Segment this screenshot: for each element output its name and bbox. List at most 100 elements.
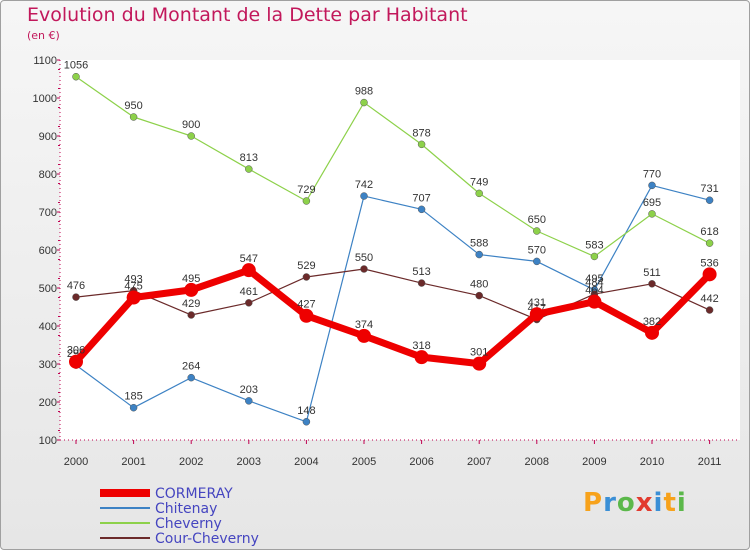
cheverny-data-label: 695 [643, 197, 661, 209]
cour-cheverny-point [187, 311, 195, 319]
cheverny-point [360, 98, 368, 107]
y-tick-label: 300 [39, 359, 57, 371]
cormeray-point [587, 294, 602, 309]
chitenay-point [245, 397, 253, 405]
y-tick-label: 900 [39, 131, 57, 143]
cheverny-data-label: 729 [297, 184, 315, 196]
cormeray-point [529, 307, 544, 322]
cour-cheverny-data-label: 511 [643, 267, 661, 279]
y-tick-label: 800 [39, 169, 57, 181]
cormeray-point [472, 356, 487, 371]
chitenay-data-label: 570 [528, 244, 546, 256]
cheverny-data-label: 583 [585, 239, 603, 251]
logo-letter: r [603, 488, 617, 518]
cheverny-point [72, 72, 80, 81]
proxiti-logo: Proxiti [583, 488, 687, 518]
y-tick-label: 200 [39, 397, 57, 409]
cheverny-data-label: 900 [182, 119, 200, 131]
cormeray-point [357, 328, 371, 343]
cheverny-point [475, 189, 483, 198]
cheverny-point [302, 197, 311, 205]
chitenay-point [302, 418, 311, 426]
legend-label-cormeray: CORMERAY [155, 486, 233, 502]
logo-letter: P [583, 488, 604, 518]
chitenay-data-label: 185 [124, 391, 142, 403]
cormeray-point [414, 350, 429, 365]
cormeray-data-label: 318 [412, 340, 430, 352]
chitenay-point [705, 196, 714, 204]
cheverny-point [129, 113, 138, 121]
y-tick-label: 1000 [33, 93, 57, 105]
y-tick-label: 600 [39, 245, 57, 257]
chitenay-point [187, 373, 195, 382]
chitenay-data-label: 495 [585, 273, 603, 285]
cheverny-data-label: 650 [528, 214, 546, 226]
legend-label-cour-cheverny: Cour-Cheverny [155, 531, 259, 547]
cormeray-data-label: 475 [124, 281, 142, 293]
logo-letter: o [616, 488, 636, 518]
cheverny-data-label: 618 [700, 226, 718, 238]
cour-cheverny-point [302, 273, 311, 281]
cour-cheverny-data-label: 476 [67, 280, 85, 292]
cormeray-data-label: 301 [470, 347, 488, 359]
cour-cheverny-data-label: 429 [182, 298, 200, 310]
x-tick-label: 2010 [640, 456, 664, 468]
cheverny-point [533, 227, 541, 235]
x-tick-label: 2011 [698, 456, 722, 468]
y-tick-label: 400 [39, 321, 57, 333]
cheverny-line [75, 76, 710, 258]
x-tick-label: 2002 [179, 456, 203, 468]
cour-cheverny-line [75, 268, 710, 321]
x-tick-label: 2006 [409, 456, 433, 468]
plot-area [60, 60, 740, 440]
cour-cheverny-point [417, 279, 426, 287]
logo-letter: x [635, 488, 654, 518]
x-tick-label: 2009 [582, 456, 606, 468]
cour-cheverny-point [475, 291, 483, 300]
chitenay-data-label: 203 [240, 384, 258, 396]
cour-cheverny-data-label: 493 [124, 274, 142, 286]
chitenay-data-label: 148 [297, 405, 315, 417]
cheverny-point [417, 140, 426, 149]
chitenay-data-label: 731 [700, 183, 718, 195]
y-tick-label: 500 [39, 283, 57, 295]
cormeray-data-label: 374 [355, 319, 373, 331]
legend-label-cheverny: Cheverny [155, 516, 222, 532]
chitenay-line [75, 184, 710, 423]
cheverny-data-label: 749 [470, 176, 488, 188]
legend-label-chitenay: Chitenay [155, 501, 217, 517]
logo-letter: t [663, 488, 677, 518]
cour-cheverny-point [360, 265, 368, 273]
chitenay-point [648, 181, 656, 190]
x-tick-label: 2003 [237, 456, 261, 468]
chitenay-point [475, 250, 483, 259]
cour-cheverny-data-label: 550 [355, 252, 373, 264]
x-tick-label: 2000 [64, 456, 88, 468]
chitenay-point [360, 192, 368, 200]
cormeray-data-label: 427 [297, 299, 315, 311]
cheverny-data-label: 950 [124, 100, 142, 112]
y-tick-label: 700 [39, 207, 57, 219]
chart-subtitle: (en €) [27, 29, 60, 42]
cormeray-line [73, 266, 713, 368]
logo-letter: i [653, 488, 664, 518]
cormeray-point [645, 325, 659, 340]
chitenay-data-label: 770 [643, 168, 661, 180]
cour-cheverny-point [705, 306, 714, 314]
cheverny-data-label: 988 [355, 86, 373, 98]
cour-cheverny-data-label: 484 [585, 277, 603, 289]
x-tick-label: 2001 [121, 456, 145, 468]
y-tick-label: 100 [39, 435, 57, 447]
chitenay-point [129, 403, 138, 412]
cormeray-data-label: 547 [240, 253, 258, 265]
cheverny-point [590, 252, 599, 261]
chitenay-data-label: 588 [470, 238, 488, 250]
cormeray-data-label: 495 [182, 273, 200, 285]
cheverny-point [648, 210, 656, 218]
cormeray-data-label: 382 [643, 316, 661, 328]
cheverny-data-label: 1056 [64, 60, 88, 72]
cormeray-point [241, 263, 256, 278]
y-tick-label: 1100 [33, 55, 57, 67]
x-tick-label: 2007 [467, 456, 491, 468]
